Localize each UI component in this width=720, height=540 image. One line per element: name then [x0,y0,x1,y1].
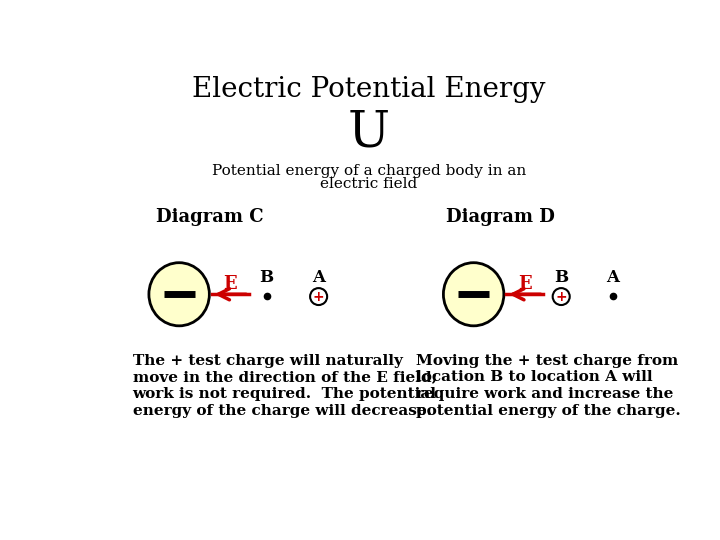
Text: Moving the + test charge from: Moving the + test charge from [415,354,678,368]
Text: Diagram D: Diagram D [446,208,555,226]
Text: location B to location A will: location B to location A will [415,370,652,384]
Text: electric field: electric field [320,177,418,191]
Text: B: B [260,269,274,286]
Text: energy of the charge will decrease.: energy of the charge will decrease. [132,404,431,418]
Text: The + test charge will naturally: The + test charge will naturally [132,354,402,368]
Text: A: A [607,269,620,286]
Text: +: + [312,289,325,303]
Text: E: E [518,275,531,293]
Text: U: U [348,108,390,157]
Text: potential energy of the charge.: potential energy of the charge. [415,404,680,418]
Ellipse shape [149,262,210,326]
Text: +: + [555,289,567,303]
Text: work is not required.  The potential: work is not required. The potential [132,387,436,401]
Text: A: A [312,269,325,286]
Text: Potential energy of a charged body in an: Potential energy of a charged body in an [212,164,526,178]
Circle shape [553,288,570,305]
Circle shape [310,288,327,305]
Text: E: E [223,275,237,293]
Text: B: B [554,269,568,286]
Text: require work and increase the: require work and increase the [415,387,673,401]
Text: move in the direction of the E field;: move in the direction of the E field; [132,370,437,384]
Text: Diagram C: Diagram C [156,208,264,226]
Text: Electric Potential Energy: Electric Potential Energy [192,76,546,103]
Ellipse shape [444,262,504,326]
